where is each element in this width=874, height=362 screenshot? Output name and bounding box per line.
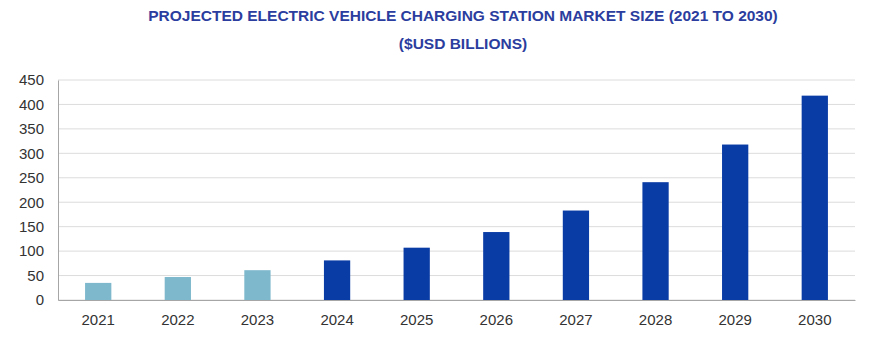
bar	[165, 277, 191, 300]
x-tick-label: 2029	[718, 311, 751, 328]
subtitle: ($USD BILLIONS)	[399, 35, 527, 52]
x-tick: 2023	[241, 300, 274, 328]
y-tick: 450	[19, 71, 58, 88]
x-tick: 2026	[480, 300, 513, 328]
x-tick-label: 2027	[559, 311, 592, 328]
bar	[483, 232, 509, 300]
x-axis-line	[59, 300, 856, 301]
y-tick-label: 350	[19, 120, 44, 137]
y-tick: 50	[27, 267, 58, 284]
y-tick: 350	[19, 120, 58, 137]
x-tick: 2029	[718, 300, 751, 328]
x-tick: 2024	[320, 300, 353, 328]
x-tick-label: 2025	[400, 311, 433, 328]
x-tick: 2025	[400, 300, 433, 328]
x-tick-label: 2030	[798, 311, 831, 328]
y-tick-label: 250	[19, 169, 44, 186]
y-tick: 400	[19, 96, 58, 113]
bar	[244, 270, 270, 300]
y-tick: 200	[19, 194, 58, 211]
x-tick: 2028	[639, 300, 672, 328]
y-tick: 250	[19, 169, 58, 186]
bars	[85, 96, 828, 300]
y-tick-label: 50	[27, 267, 44, 284]
x-tick-label: 2023	[241, 311, 274, 328]
y-tick: 300	[19, 145, 58, 162]
x-tick: 2021	[82, 300, 115, 328]
y-tick-label: 150	[19, 218, 44, 235]
bar	[642, 182, 668, 300]
bar	[404, 248, 430, 300]
bar	[563, 211, 589, 300]
bar	[802, 96, 828, 300]
x-tick-label: 2022	[161, 311, 194, 328]
y-tick-label: 200	[19, 194, 44, 211]
y-tick: 100	[19, 242, 58, 259]
grid-line	[58, 80, 855, 81]
x-tick: 2027	[559, 300, 592, 328]
x-tick-label: 2028	[639, 311, 672, 328]
x-tick-label: 2021	[82, 311, 115, 328]
bar	[722, 145, 748, 300]
y-tick: 150	[19, 218, 58, 235]
grid	[58, 80, 855, 300]
y-tick-label: 0	[36, 291, 44, 308]
y-axis-line	[58, 81, 59, 301]
title: PROJECTED ELECTRIC VEHICLE CHARGING STAT…	[148, 7, 778, 24]
y-tick-label: 400	[19, 96, 44, 113]
plot: 0501001502002503003504004502021202220232…	[19, 71, 856, 327]
grid-line	[58, 128, 855, 129]
x-tick: 2022	[161, 300, 194, 328]
y-axis: 0 50 100 150 200 250 300 350 400 450	[19, 71, 59, 308]
bar	[85, 283, 111, 300]
y-tick-label: 300	[19, 145, 44, 162]
x-tick-label: 2026	[480, 311, 513, 328]
x-axis: 2021 2022 2023 2024 2025 2026 2027 2028 2029 2030	[59, 300, 856, 328]
x-tick: 2030	[798, 300, 831, 328]
bar	[324, 260, 350, 300]
grid-line	[58, 104, 855, 105]
chart: PROJECTED ELECTRIC VEHICLE CHARGING STAT…	[0, 0, 874, 362]
y-tick-label: 450	[19, 71, 44, 88]
x-tick-label: 2024	[320, 311, 353, 328]
y-tick-label: 100	[19, 242, 44, 259]
y-tick: 0	[36, 291, 58, 308]
